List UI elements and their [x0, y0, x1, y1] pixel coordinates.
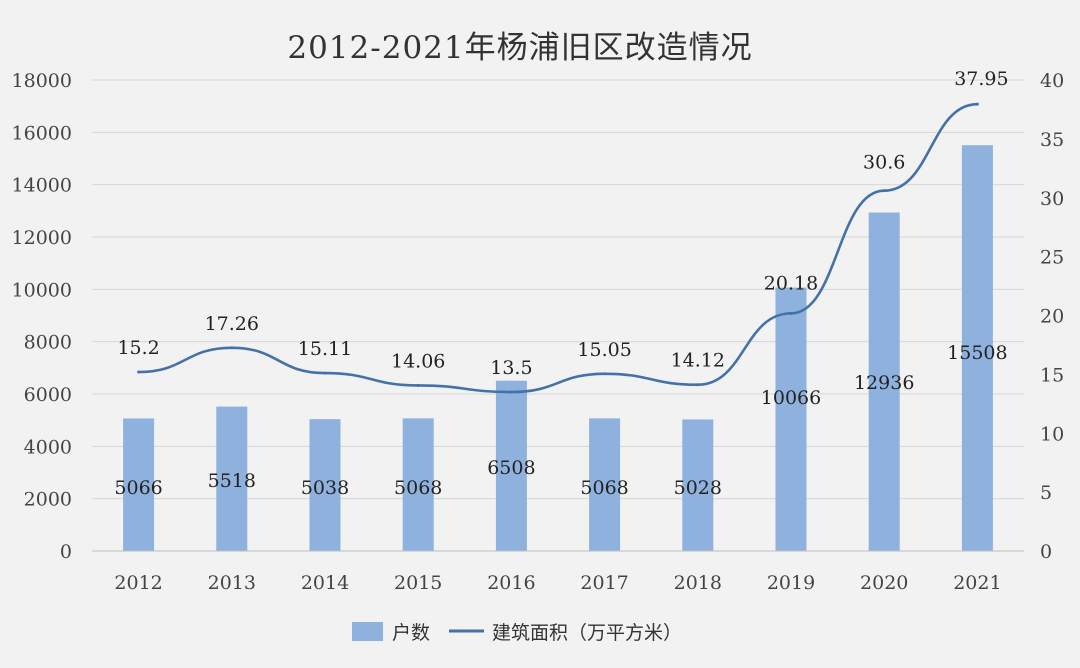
y-left-tick-label: 18000 [12, 70, 72, 92]
right-axis: 0 5 10 15 20 25 30 35 40 [1040, 70, 1064, 563]
legend-bar-swatch [352, 622, 383, 641]
bar [216, 406, 248, 551]
y-right-tick-label: 15 [1040, 364, 1064, 386]
legend: 户数 建筑面积（万平方米） [352, 622, 682, 644]
line-point [882, 189, 886, 193]
y-right-tick-label: 25 [1040, 247, 1064, 269]
bar [309, 419, 341, 551]
y-left-tick-label: 2000 [24, 489, 72, 511]
bar [402, 418, 434, 551]
bar-value-label: 5038 [301, 477, 349, 499]
y-left-tick-label: 0 [60, 541, 72, 563]
x-tick-label: 2015 [394, 572, 442, 594]
bar-value-label: 6508 [487, 457, 535, 479]
bar [682, 419, 714, 551]
y-right-tick-label: 30 [1040, 188, 1064, 210]
line-value-label: 14.12 [671, 350, 725, 372]
y-right-tick-label: 35 [1040, 129, 1064, 151]
line-point [696, 383, 700, 387]
line-value-label: 14.06 [391, 350, 445, 372]
x-tick-label: 2020 [860, 572, 908, 594]
x-tick-label: 2017 [580, 572, 628, 594]
bar-value-label: 5068 [394, 477, 442, 499]
line-path [138, 102, 978, 394]
line-point [230, 346, 234, 350]
line-value-label: 15.05 [577, 339, 631, 361]
line-value-label: 15.11 [298, 338, 352, 360]
line-point [137, 370, 141, 374]
y-right-tick-label: 5 [1040, 482, 1052, 504]
line-value-label: 17.26 [205, 313, 259, 335]
x-tick-label: 2012 [114, 572, 162, 594]
bar-value-label: 5518 [208, 470, 256, 492]
y-left-tick-label: 6000 [24, 384, 72, 406]
x-tick-label: 2014 [301, 572, 349, 594]
line-value-label: 13.5 [490, 357, 532, 379]
bar-value-label: 10066 [761, 387, 821, 409]
y-right-tick-label: 10 [1040, 423, 1064, 445]
bar-value-label: 12936 [854, 372, 914, 394]
x-tick-label: 2016 [487, 572, 535, 594]
bar [123, 418, 155, 551]
x-tick-label: 2013 [208, 572, 256, 594]
line-value-label: 20.18 [764, 272, 818, 294]
bar-series [123, 145, 993, 551]
y-right-tick-label: 0 [1040, 541, 1052, 563]
line-value-label: 37.95 [954, 68, 1008, 90]
y-right-tick-label: 20 [1040, 306, 1064, 328]
y-right-tick-label: 40 [1040, 70, 1064, 92]
line-point [975, 102, 979, 106]
y-left-tick-label: 4000 [24, 436, 72, 458]
line-point [509, 390, 513, 394]
y-left-tick-label: 8000 [24, 332, 72, 354]
y-left-tick-label: 14000 [12, 175, 72, 197]
left-axis: 0 2000 4000 6000 8000 10000 12000 14000 16000 180… [12, 70, 72, 563]
line-point [603, 372, 607, 376]
x-tick-label: 2019 [767, 572, 815, 594]
line-value-label: 15.2 [117, 337, 159, 359]
bar [589, 418, 621, 551]
bar [775, 287, 807, 551]
x-axis: 2012 2013 2014 2015 2016 2017 2018 2019 2020 2021 [92, 550, 1024, 594]
bar [868, 212, 900, 551]
y-left-tick-label: 12000 [12, 227, 72, 249]
bar-value-label: 15508 [947, 342, 1007, 364]
data-labels: 5066 5518 5038 5068 6508 5068 5028 10066 12936 15… [114, 68, 1008, 499]
line-series [137, 102, 979, 394]
chart-title: 2012-2021年杨浦旧区改造情况 [287, 30, 752, 66]
line-value-label: 30.6 [863, 152, 905, 174]
legend-bar-label: 户数 [392, 622, 430, 644]
bar-value-label: 5068 [580, 477, 628, 499]
x-tick-label: 2021 [953, 572, 1001, 594]
y-left-tick-label: 16000 [12, 122, 72, 144]
y-left-tick-label: 10000 [12, 279, 72, 301]
bar-value-label: 5066 [114, 477, 162, 499]
bar [495, 380, 527, 551]
line-point [416, 383, 420, 387]
x-tick-label: 2018 [674, 572, 722, 594]
bar-value-label: 5028 [674, 477, 722, 499]
line-point [323, 371, 327, 375]
line-point [789, 311, 793, 315]
bar [961, 145, 993, 551]
gridlines [92, 79, 1024, 552]
legend-line-label: 建筑面积（万平方米） [492, 622, 682, 644]
